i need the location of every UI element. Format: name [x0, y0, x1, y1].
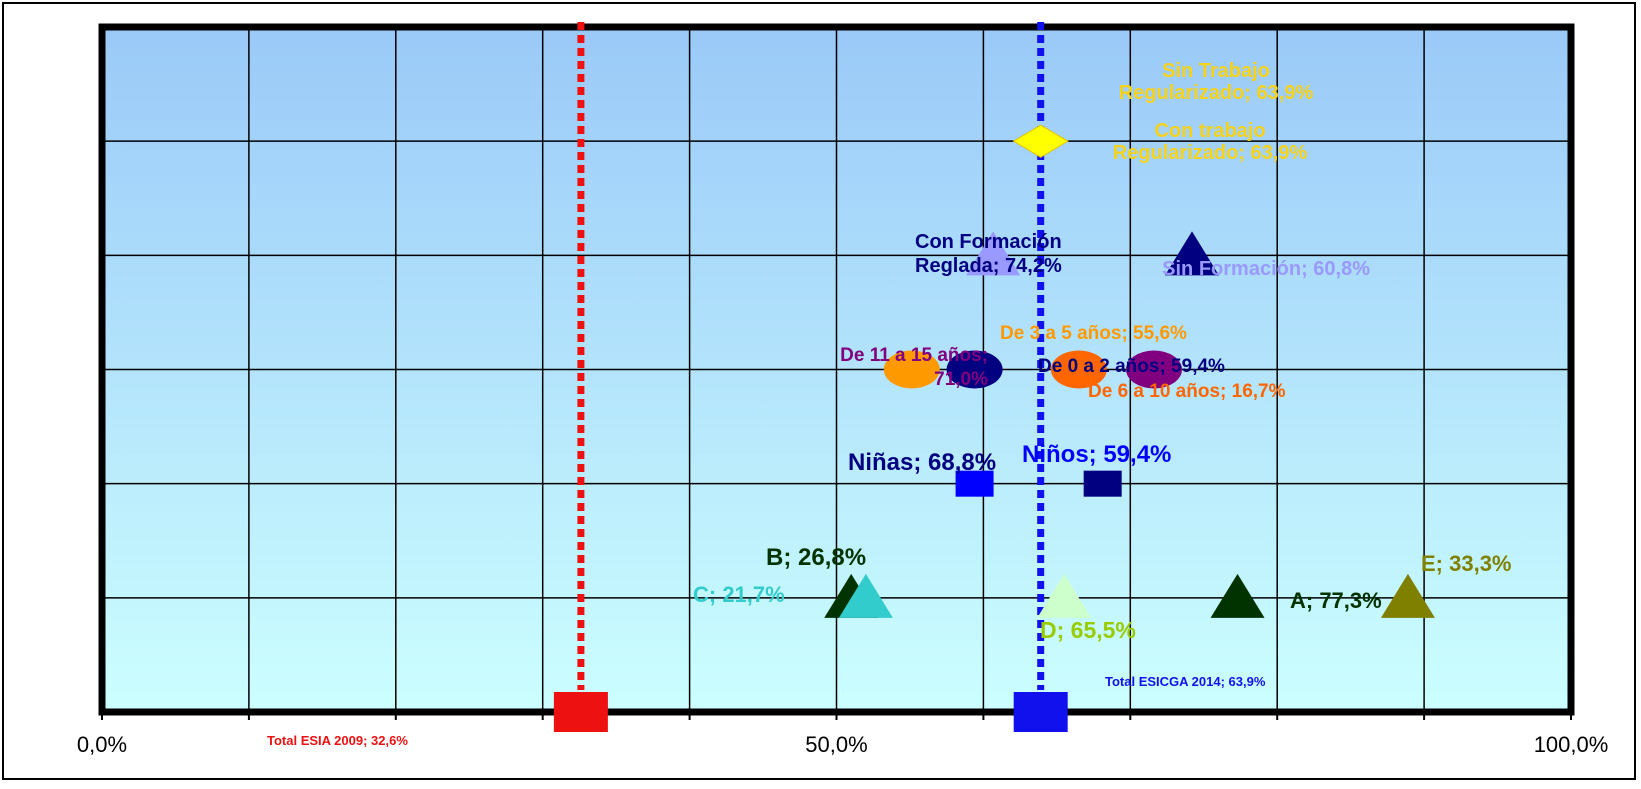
- data-label-line: Regularizado; 63,9%: [1113, 142, 1308, 164]
- marker-triangle: [966, 231, 1021, 276]
- data-label-line: Regularizado; 63,9%: [1119, 82, 1314, 104]
- x-tick-label: 100,0%: [1534, 732, 1609, 757]
- data-label: De 11 a 15 años; 71,0%: [840, 345, 988, 390]
- data-label: Con Formación Reglada; 74,2%: [915, 231, 1062, 277]
- data-label-line: Niñas; 68,8%: [848, 449, 996, 476]
- data-label-line: Niños; 59,4%: [1022, 441, 1171, 468]
- marker-triangle: [1164, 231, 1219, 276]
- data-label-line: De 11 a 15 años;: [840, 345, 988, 366]
- data-label-line: Con Formación: [915, 231, 1062, 253]
- data-label: De 3 a 5 años; 55,6%: [1000, 323, 1187, 344]
- data-label: Con trabajo Regularizado; 63,9%: [1113, 120, 1308, 164]
- x-tick-label: 0,0%: [77, 732, 127, 757]
- data-label: D; 65,5%: [1040, 617, 1136, 643]
- data-label: De 6 a 10 años; 16,7%: [1088, 381, 1286, 402]
- marker-square: [1083, 470, 1122, 497]
- reference-line-marker: [1013, 692, 1068, 732]
- data-label-line: De 6 a 10 años; 16,7%: [1088, 381, 1286, 402]
- data-label: Niñas; 68,8%: [848, 449, 996, 476]
- data-label: Sin Trabajo Regularizado; 63,9%: [1119, 60, 1314, 104]
- data-label: De 0 a 2 años; 59,4%: [1038, 356, 1225, 377]
- x-tick-label: 50,0%: [805, 732, 867, 757]
- marker-circle: [1125, 350, 1182, 389]
- marker-circle: [946, 350, 1003, 389]
- marker-circle: [1050, 350, 1107, 389]
- data-label: E; 33,3%: [1421, 551, 1512, 576]
- marker-square: [955, 470, 994, 497]
- marker-circle: [883, 350, 940, 389]
- data-label: Niños; 59,4%: [1022, 441, 1171, 468]
- marker-diamond: [1012, 124, 1069, 158]
- data-points: [824, 124, 1435, 618]
- data-label-line: De 3 a 5 años; 55,6%: [1000, 323, 1187, 344]
- x-axis: 0,0% 50,0% 100,0%: [77, 712, 1608, 757]
- data-label-line: Reglada; 74,2%: [915, 255, 1062, 277]
- marker-triangle: [1210, 573, 1265, 618]
- reference-line-label: Total ESIA 2009; 32,6%: [267, 733, 408, 748]
- data-label: A; 77,3%: [1290, 588, 1382, 613]
- data-label: B; 26,8%: [766, 544, 866, 571]
- data-label-line: 71,0%: [934, 369, 988, 390]
- data-label: C; 21,7%: [693, 582, 785, 607]
- data-label-line: De 0 a 2 años; 59,4%: [1038, 356, 1225, 377]
- data-label-line: Sin Trabajo: [1162, 60, 1270, 82]
- data-label-line: A; 77,3%: [1290, 588, 1382, 613]
- marker-triangle: [1037, 573, 1092, 618]
- data-label-line: Con trabajo: [1154, 120, 1265, 142]
- marker-triangle: [838, 573, 893, 618]
- reference-line-marker: [553, 692, 608, 732]
- data-label-line: D; 65,5%: [1040, 617, 1136, 643]
- marker-triangle: [1380, 573, 1435, 618]
- data-label: Sin Formación; 60,8%: [1162, 258, 1370, 280]
- data-label-line: Sin Formación; 60,8%: [1162, 258, 1370, 280]
- data-label-line: C; 21,7%: [693, 582, 785, 607]
- data-label-line: E; 33,3%: [1421, 551, 1512, 576]
- data-labels: Sin Trabajo Regularizado; 63,9%Con trabaj…: [693, 60, 1512, 643]
- reference-line-label: Total ESICGA 2014; 63,9%: [1105, 674, 1266, 689]
- data-label-line: B; 26,8%: [766, 544, 866, 571]
